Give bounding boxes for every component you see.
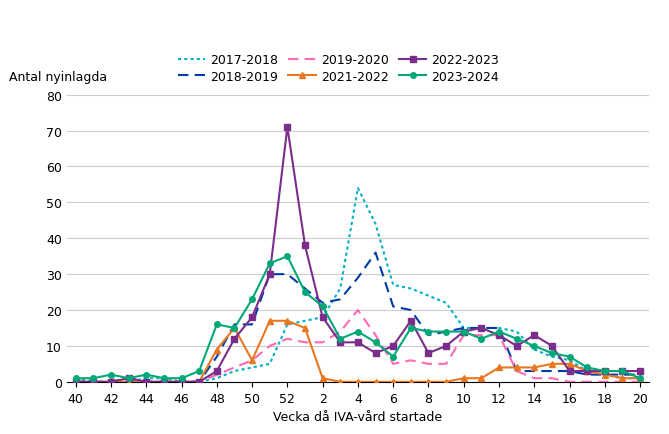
Text: Antal nyinlagda: Antal nyinlagda [9, 71, 107, 84]
X-axis label: Vecka då IVA-vård startade: Vecka då IVA-vård startade [274, 410, 442, 423]
Legend: 2017-2018, 2018-2019, 2019-2020, 2021-2022, 2022-2023, 2023-2024: 2017-2018, 2018-2019, 2019-2020, 2021-20… [178, 54, 499, 83]
